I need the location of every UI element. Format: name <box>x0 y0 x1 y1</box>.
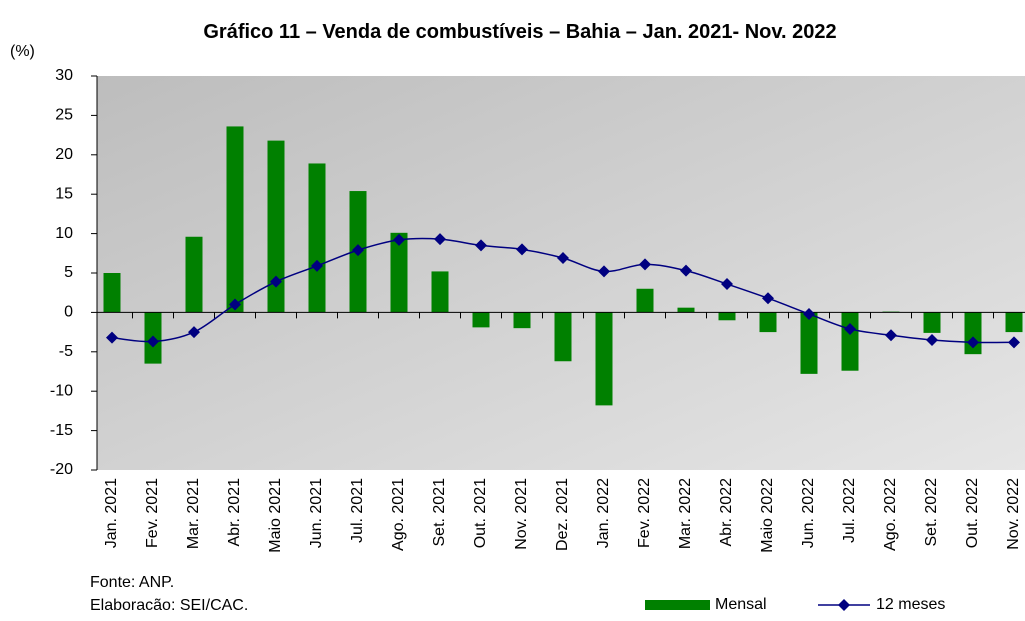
marker <box>393 233 405 246</box>
marker <box>434 233 446 246</box>
legend-label: 12 meses <box>876 596 945 613</box>
marker <box>639 258 651 271</box>
x-tick-label: Jul. 2021 <box>349 478 366 543</box>
x-tick-label: Mar. 2021 <box>185 478 202 549</box>
y-axis-label: (%) <box>10 43 35 60</box>
x-tick-label: Jan. 2021 <box>103 478 120 548</box>
bar <box>718 312 736 321</box>
x-tick-label: Nov. 2022 <box>1005 478 1022 550</box>
y-tick-label: 0 <box>64 304 73 321</box>
legend-swatch <box>645 600 710 610</box>
marker <box>680 264 692 277</box>
x-tick-label: Maio 2022 <box>759 478 776 553</box>
bar <box>472 312 490 328</box>
marker <box>229 298 241 311</box>
credit: Elaboracão: SEI/CAC. <box>90 597 248 614</box>
bar <box>226 126 244 313</box>
marker <box>803 307 815 320</box>
bar <box>390 232 408 313</box>
bar <box>636 288 654 313</box>
x-tick-label: Jul. 2022 <box>841 478 858 543</box>
y-tick-label: 15 <box>55 185 73 202</box>
bar <box>103 273 121 313</box>
bar <box>759 312 777 333</box>
y-tick-label: 20 <box>55 146 73 163</box>
marker <box>475 239 487 252</box>
y-tick-label: -10 <box>50 382 73 399</box>
marker <box>721 278 733 291</box>
y-tick-label: 5 <box>64 264 73 281</box>
bar <box>841 312 859 371</box>
y-tick-label: -15 <box>50 422 73 439</box>
x-tick-label: Jan. 2022 <box>595 478 612 548</box>
y-tick-label: -20 <box>50 461 73 478</box>
x-tick-label: Nov. 2021 <box>513 478 530 550</box>
y-tick-label: 10 <box>55 225 73 242</box>
marker <box>516 243 528 256</box>
marker <box>106 331 118 344</box>
bar <box>267 140 285 313</box>
marker <box>188 326 200 339</box>
marker <box>557 252 569 265</box>
marker <box>352 244 364 257</box>
plot-area <box>97 76 1025 470</box>
x-tick-label: Abr. 2022 <box>718 478 735 547</box>
x-tick-label: Fev. 2022 <box>636 478 653 548</box>
bar <box>595 312 613 406</box>
legend-marker <box>838 599 850 611</box>
x-tick-label: Out. 2021 <box>472 478 489 548</box>
x-tick-label: Set. 2021 <box>431 478 448 547</box>
bar <box>513 312 531 329</box>
x-tick-label: Maio 2021 <box>267 478 284 553</box>
marker <box>1008 336 1020 349</box>
bar <box>431 271 449 313</box>
y-tick-label: -5 <box>59 343 73 360</box>
bar <box>677 307 695 313</box>
bar <box>185 236 203 313</box>
bar <box>1005 312 1023 333</box>
x-tick-label: Ago. 2021 <box>390 478 407 551</box>
marker <box>762 292 774 305</box>
x-tick-label: Dez. 2021 <box>554 478 571 551</box>
marker <box>147 335 159 348</box>
x-tick-label: Mar. 2022 <box>677 478 694 549</box>
y-tick-label: 25 <box>55 107 73 124</box>
marker <box>885 329 897 342</box>
marker <box>926 333 938 346</box>
chart-title: Gráfico 11 – Venda de combustíveis – Bah… <box>203 21 837 43</box>
x-tick-label: Out. 2022 <box>964 478 981 548</box>
y-tick-label: 30 <box>55 67 73 84</box>
marker <box>967 336 979 349</box>
x-tick-label: Fev. 2021 <box>144 478 161 548</box>
marker <box>270 275 282 288</box>
bar <box>800 312 818 374</box>
legend-label: Mensal <box>715 596 767 613</box>
x-tick-label: Abr. 2021 <box>226 478 243 547</box>
x-tick-label: Ago. 2022 <box>882 478 899 551</box>
marker <box>311 259 323 272</box>
source: Fonte: ANP. <box>90 574 174 591</box>
bar <box>554 312 572 362</box>
marker <box>844 322 856 335</box>
x-tick-label: Set. 2022 <box>923 478 940 547</box>
x-tick-label: Jun. 2022 <box>800 478 817 548</box>
x-tick-label: Jun. 2021 <box>308 478 325 548</box>
bar <box>308 163 326 313</box>
bar <box>923 312 941 333</box>
marker <box>598 265 610 278</box>
